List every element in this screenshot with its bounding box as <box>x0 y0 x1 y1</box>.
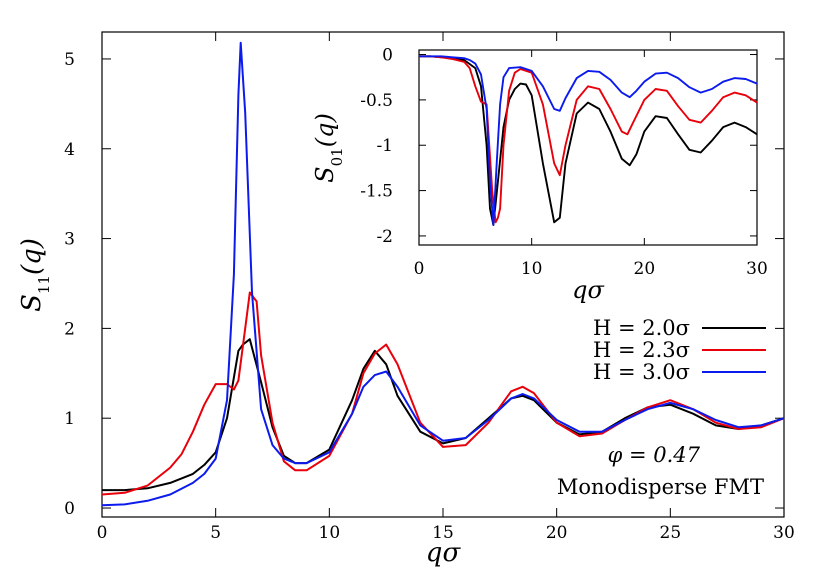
main-y-axis-label: S11(q) <box>17 238 53 312</box>
inset-plot-frame <box>418 49 758 246</box>
main-y-tick-label-2: 2 <box>64 319 75 339</box>
inset-y-tick-label-3: -1.5 <box>360 182 393 202</box>
inset-y-axis-label: S01(q) <box>311 113 346 183</box>
inset-x-tick-label-3: 30 <box>746 259 768 279</box>
volume-fraction-annotation: φ = 0.47 <box>608 443 701 467</box>
svg-text:S01(q): S01(q) <box>311 113 346 183</box>
main-series-line-2 <box>101 41 785 507</box>
inset-ticks: 0 10 20 30 0 -0.5 -1 -1.5 -2 <box>360 46 768 279</box>
legend-label-0: H = 2.0σ <box>593 316 690 340</box>
legend-label-2: H = 3.0σ <box>593 360 690 384</box>
main-x-tick-label-1: 5 <box>210 523 221 543</box>
legend-label-1: H = 2.3σ <box>593 338 690 362</box>
main-y-tick-label-0: 0 <box>64 499 75 519</box>
main-x-tick-label-4: 20 <box>546 523 568 543</box>
inset-x-axis-title: qσ <box>572 276 604 304</box>
main-y-axis-title: S11(q) <box>17 238 53 312</box>
svg-text:S11(q): S11(q) <box>17 238 53 312</box>
main-x-axis-title: qσ <box>426 538 462 568</box>
main-x-tick-label-2: 10 <box>319 523 341 543</box>
method-annotation: Monodisperse FMT <box>557 475 764 499</box>
inset-y-tick-label-4: -2 <box>376 227 393 247</box>
main-y-tick-label-3: 3 <box>64 230 75 250</box>
main-y-tick-label-4: 4 <box>64 140 75 160</box>
main-x-tick-label-0: 0 <box>97 523 108 543</box>
inset-y-tick-label-0: 0 <box>382 46 393 66</box>
inset-series-line-0 <box>419 55 758 226</box>
inset-x-tick-label-2: 20 <box>634 259 656 279</box>
main-series-group <box>101 41 785 507</box>
main-y-tick-label-5: 5 <box>64 50 75 70</box>
legend: H = 2.0σH = 2.3σH = 3.0σ <box>593 316 766 384</box>
inset-series-line-1 <box>419 55 758 224</box>
inset-y-tick-label-1: -0.5 <box>360 91 393 111</box>
inset-y-axis-title: S01(q) <box>311 113 346 183</box>
inset-series-line-2 <box>419 55 758 226</box>
main-y-tick-label-1: 1 <box>64 409 75 429</box>
main-ticks: 0 5 10 15 20 25 30 0 1 2 3 4 5 <box>64 32 795 543</box>
inset-x-tick-label-1: 10 <box>521 259 543 279</box>
inset-series-group <box>419 55 758 226</box>
main-x-tick-label-3: 15 <box>432 523 454 543</box>
main-x-tick-label-5: 25 <box>660 523 682 543</box>
inset-x-tick-label-0: 0 <box>414 259 425 279</box>
main-x-tick-label-6: 30 <box>773 523 795 543</box>
inset-y-tick-label-2: -1 <box>376 136 393 156</box>
